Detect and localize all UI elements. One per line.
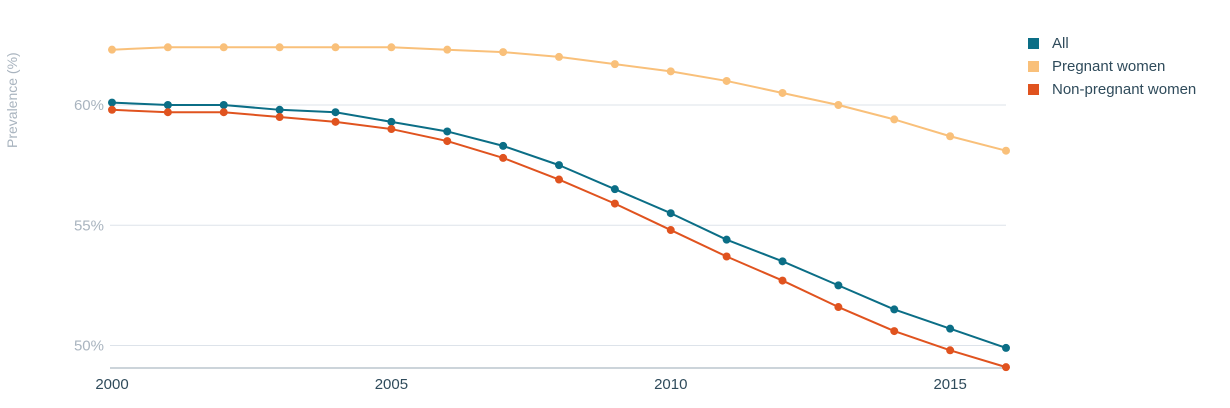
data-point-all[interactable] xyxy=(499,141,508,150)
data-point-non-pregnant-women[interactable] xyxy=(610,199,619,208)
data-point-pregnant-women[interactable] xyxy=(1002,146,1010,155)
data-point-non-pregnant-women[interactable] xyxy=(387,125,396,134)
legend-swatch xyxy=(1028,61,1039,72)
data-point-all[interactable] xyxy=(555,161,563,170)
data-point-all[interactable] xyxy=(387,117,396,126)
x-tick-label: 2010 xyxy=(654,376,687,393)
legend-label: Pregnant women xyxy=(1052,58,1166,75)
data-point-pregnant-women[interactable] xyxy=(275,43,284,52)
data-point-non-pregnant-women[interactable] xyxy=(778,276,787,285)
data-point-all[interactable] xyxy=(834,281,843,290)
data-point-non-pregnant-women[interactable] xyxy=(555,175,563,184)
legend-swatch xyxy=(1028,84,1039,95)
data-point-pregnant-women[interactable] xyxy=(834,101,843,109)
x-tick-label: 2015 xyxy=(933,376,966,393)
data-point-non-pregnant-women[interactable] xyxy=(219,108,228,117)
data-point-all[interactable] xyxy=(443,127,452,136)
data-point-all[interactable] xyxy=(666,209,675,218)
data-point-pregnant-women[interactable] xyxy=(219,43,228,52)
data-point-pregnant-women[interactable] xyxy=(946,132,955,141)
legend-label: All xyxy=(1052,35,1069,52)
series-line-pregnant-women xyxy=(111,46,1007,152)
data-point-non-pregnant-women[interactable] xyxy=(499,153,508,162)
data-point-all[interactable] xyxy=(722,235,731,244)
data-point-all[interactable] xyxy=(219,101,228,109)
y-tick-label: 60% xyxy=(74,97,104,114)
data-point-all[interactable] xyxy=(890,305,899,314)
axes: 50% 55% 60% 2000 2005 2010 2015 xyxy=(74,97,1006,393)
legend-item-pregnant-women[interactable]: Pregnant women xyxy=(1028,55,1196,78)
series-line-non-pregnant-women xyxy=(111,108,1007,369)
data-point-all[interactable] xyxy=(331,108,340,117)
x-tick-label: 2005 xyxy=(375,376,408,393)
data-point-all[interactable] xyxy=(610,185,619,194)
data-point-non-pregnant-women[interactable] xyxy=(666,226,675,235)
data-point-pregnant-women[interactable] xyxy=(443,45,452,54)
y-axis-title: Prevalence (%) xyxy=(4,52,20,148)
data-point-pregnant-women[interactable] xyxy=(108,45,116,54)
data-point-pregnant-women[interactable] xyxy=(666,67,675,76)
data-point-pregnant-women[interactable] xyxy=(778,88,787,97)
chart-legend: All Pregnant women Non-pregnant women xyxy=(1028,32,1196,101)
data-point-non-pregnant-women[interactable] xyxy=(722,252,731,261)
data-point-non-pregnant-women[interactable] xyxy=(443,137,452,146)
data-point-non-pregnant-women[interactable] xyxy=(834,303,843,312)
data-point-all[interactable] xyxy=(163,101,172,109)
legend-label: Non-pregnant women xyxy=(1052,81,1197,98)
data-point-pregnant-women[interactable] xyxy=(331,43,340,52)
data-point-non-pregnant-women[interactable] xyxy=(275,113,284,122)
data-point-all[interactable] xyxy=(275,105,284,114)
y-tick-label: 55% xyxy=(74,217,104,234)
data-point-pregnant-women[interactable] xyxy=(555,52,563,61)
data-point-all[interactable] xyxy=(108,98,116,107)
data-point-all[interactable] xyxy=(778,257,787,266)
data-point-non-pregnant-women[interactable] xyxy=(163,108,172,117)
legend-item-all[interactable]: All xyxy=(1028,32,1196,55)
legend-swatch xyxy=(1028,38,1039,49)
x-tick-label: 2000 xyxy=(95,376,128,393)
data-points xyxy=(108,43,1010,372)
gridlines xyxy=(110,104,1006,346)
series-lines xyxy=(111,46,1007,369)
data-point-pregnant-women[interactable] xyxy=(163,43,172,52)
data-point-pregnant-women[interactable] xyxy=(499,48,508,57)
data-point-non-pregnant-women[interactable] xyxy=(331,117,340,126)
y-tick-label: 50% xyxy=(74,338,104,355)
data-point-non-pregnant-women[interactable] xyxy=(946,346,955,355)
data-point-all[interactable] xyxy=(1002,343,1010,352)
data-point-pregnant-women[interactable] xyxy=(890,115,899,124)
data-point-non-pregnant-women[interactable] xyxy=(890,327,899,336)
data-point-non-pregnant-women[interactable] xyxy=(108,105,116,114)
data-point-pregnant-women[interactable] xyxy=(610,60,619,69)
legend-item-non-pregnant-women[interactable]: Non-pregnant women xyxy=(1028,78,1196,101)
data-point-pregnant-women[interactable] xyxy=(387,43,396,52)
data-point-all[interactable] xyxy=(946,324,955,333)
data-point-pregnant-women[interactable] xyxy=(722,76,731,85)
data-point-non-pregnant-women[interactable] xyxy=(1002,363,1010,372)
